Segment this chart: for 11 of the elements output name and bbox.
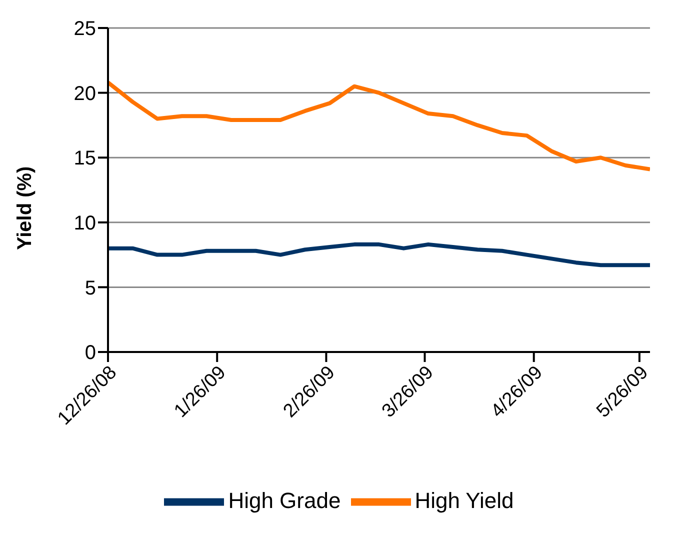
y-tick-label: 0: [84, 342, 96, 364]
y-tick-label: 15: [74, 148, 96, 170]
legend-label: High Yield: [414, 488, 514, 513]
y-tick-label: 5: [84, 277, 96, 300]
y-tick-label: 25: [74, 18, 96, 40]
y-tick-label: 10: [74, 212, 96, 234]
legend-label: High Grade: [228, 488, 341, 513]
line-series: [108, 80, 650, 172]
line-series: [108, 242, 650, 268]
y-axis-title: Yield (%): [14, 166, 36, 250]
y-tick-label: 20: [74, 82, 96, 105]
